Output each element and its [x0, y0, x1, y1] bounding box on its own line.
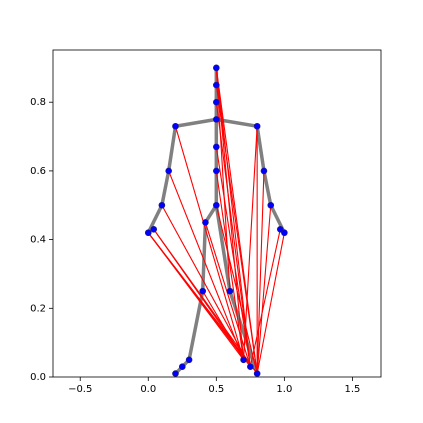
link — [256, 232, 285, 375]
joint — [158, 201, 166, 209]
link — [204, 221, 251, 368]
y-tick-label: 0.6 — [30, 166, 46, 177]
joint — [281, 229, 288, 237]
joint — [213, 201, 220, 209]
joint — [178, 363, 186, 370]
link — [174, 125, 245, 361]
joint — [213, 167, 220, 175]
y-tick-label: 0.4 — [30, 235, 46, 246]
bone — [146, 203, 164, 235]
joint — [253, 122, 261, 130]
bone — [228, 289, 259, 376]
link — [215, 146, 251, 368]
y-tick-label: 0.2 — [30, 303, 46, 314]
link — [256, 170, 265, 375]
bone — [255, 124, 266, 173]
link — [242, 125, 258, 361]
joint — [172, 370, 179, 377]
joint — [185, 356, 193, 364]
x-tick-label: 0.5 — [208, 384, 224, 395]
link — [256, 204, 272, 375]
x-tick-label: −0.5 — [68, 384, 92, 395]
joint — [213, 64, 220, 72]
link — [147, 232, 245, 361]
x-tick-label: 1.5 — [344, 384, 360, 395]
bone — [166, 124, 178, 173]
joint — [172, 122, 179, 130]
joint — [165, 167, 172, 175]
x-tick-label: 0.0 — [140, 384, 156, 395]
joint — [202, 219, 209, 226]
bone — [160, 169, 171, 208]
x-tick-label: 1.0 — [276, 384, 292, 395]
link — [215, 84, 258, 375]
joint — [267, 201, 275, 209]
y-tick-label: 0.0 — [30, 372, 46, 383]
link — [168, 170, 245, 361]
joint — [144, 229, 152, 237]
joint — [150, 226, 158, 233]
joint — [199, 287, 207, 295]
joint — [213, 143, 220, 151]
y-tick-label: 0.8 — [30, 97, 46, 108]
bone — [214, 203, 232, 293]
bone — [173, 117, 219, 129]
plot-frame — [52, 49, 382, 378]
link — [215, 204, 258, 375]
bone — [262, 169, 273, 208]
link — [249, 228, 281, 368]
joint — [260, 167, 268, 175]
joint — [213, 81, 220, 89]
bone — [203, 203, 219, 225]
joint — [213, 116, 220, 123]
link — [202, 290, 245, 361]
joint — [226, 287, 234, 295]
link — [215, 170, 245, 361]
joint — [213, 98, 220, 106]
joint — [240, 356, 247, 364]
link — [215, 67, 251, 368]
joint — [253, 370, 261, 377]
joint — [247, 363, 254, 370]
